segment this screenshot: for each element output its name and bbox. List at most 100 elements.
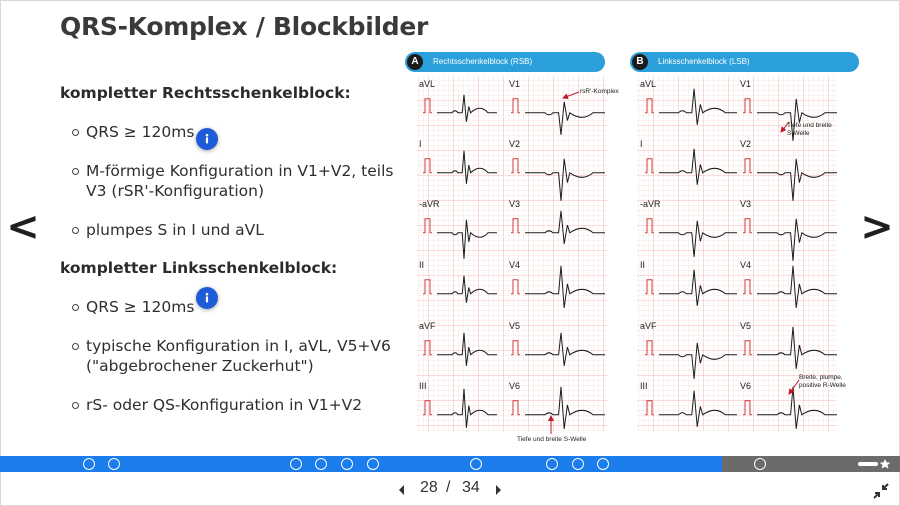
rsb-annotation-bottom: Tiefe und breite S-Welle	[517, 436, 587, 443]
collapse-fullscreen-icon[interactable]	[872, 482, 890, 500]
chapter-marker[interactable]	[108, 458, 120, 470]
list-item: rS- oder QS-Konfiguration in V1+V2	[72, 395, 400, 415]
slide-progress-bar[interactable]	[0, 456, 900, 472]
calibration-pulse	[743, 218, 752, 234]
list-item: plumpes S in I und aVL	[72, 220, 400, 240]
lead-label: II	[419, 260, 424, 270]
lsb-annotation-top: Tiefe und breite S-Welle	[787, 122, 832, 138]
slide-content: kompletter Rechtsschenkelblock: QRS ≥ 12…	[60, 80, 400, 434]
lsb-annotation-bottom-line1: Breite, plumpe,	[799, 374, 843, 381]
section-heading-lsb: kompletter Linksschenkelblock:	[60, 259, 338, 277]
chapter-marker[interactable]	[572, 458, 584, 470]
calibration-pulse	[743, 340, 752, 356]
section-heading-rsb: kompletter Rechtsschenkelblock:	[60, 84, 351, 102]
ekg-trace	[525, 265, 605, 308]
info-icon	[205, 292, 209, 303]
lead-label: V2	[509, 139, 520, 149]
chapter-marker[interactable]	[754, 458, 766, 470]
chapter-marker[interactable]	[290, 458, 302, 470]
ekg-trace	[525, 386, 605, 429]
chapter-marker[interactable]	[83, 458, 95, 470]
ekg-traces: aVL V1 aVL V1 I V2 I V2 -aVR V3 -aVR V3 II V4 II V4 aVF V…	[417, 76, 837, 434]
ekg-trace	[525, 158, 605, 201]
lead-label: V6	[509, 381, 520, 391]
chapter-marker[interactable]	[367, 458, 379, 470]
ekg-trace	[659, 342, 737, 379]
rsb-annotation-top: rsR'-Komplex	[580, 88, 619, 95]
next-slide-arrow[interactable]: >	[860, 204, 894, 250]
calibration-pulse	[511, 400, 520, 416]
lead-label: V1	[740, 79, 751, 89]
lead-label: -aVR	[419, 199, 440, 209]
calibration-pulse	[645, 400, 654, 416]
chapter-marker[interactable]	[597, 458, 609, 470]
rsb-criteria-list: QRS ≥ 120ms M-förmige Konfiguration in V…	[72, 122, 400, 240]
ekg-trace	[659, 390, 737, 427]
lsb-criteria-list: QRS ≥ 120ms typische Konfiguration in I,…	[72, 297, 400, 415]
calibration-pulse	[511, 218, 520, 234]
lead-label: I	[640, 139, 643, 149]
chapter-marker[interactable]	[470, 458, 482, 470]
calibration-pulse	[645, 279, 654, 295]
pager-next-icon[interactable]	[494, 483, 504, 497]
ekg-trace	[757, 326, 837, 369]
panel-b-header: B Linksschenkelblock (LSB)	[630, 52, 859, 72]
info-icon	[205, 133, 209, 144]
calibration-pulse	[511, 158, 520, 174]
bookmark-star-icon[interactable]	[858, 459, 892, 469]
chapter-marker[interactable]	[315, 458, 327, 470]
lead-label: V1	[509, 79, 520, 89]
calibration-pulse	[511, 279, 520, 295]
calibration-pulse	[423, 279, 432, 295]
annotation-arrow	[780, 121, 790, 133]
calibration-pulse	[511, 340, 520, 356]
progress-remaining	[722, 456, 900, 472]
calibration-pulse	[423, 98, 432, 114]
ekg-trace	[757, 98, 837, 141]
ekg-trace	[437, 150, 497, 184]
info-button-rsb[interactable]	[196, 128, 218, 150]
panel-a-letter: A	[407, 54, 423, 70]
panel-b-grid	[637, 76, 837, 431]
ekg-trace	[659, 88, 737, 125]
page-title: QRS-Komplex / Blockbilder	[60, 12, 429, 41]
panel-b-letter: B	[632, 54, 648, 70]
lead-label: aVF	[419, 321, 436, 331]
calibration-pulse	[743, 400, 752, 416]
calibration-pulse	[743, 279, 752, 295]
ekg-trace	[659, 269, 737, 306]
calibration-pulse	[511, 98, 520, 114]
list-item: M-förmige Konfiguration in V1+V2, teils …	[72, 161, 402, 201]
pager-prev-icon[interactable]	[396, 483, 406, 497]
pager: 28 / 34	[0, 478, 900, 502]
calibration-pulse	[743, 98, 752, 114]
lead-label: III	[640, 381, 648, 391]
lead-label: V3	[740, 199, 751, 209]
list-item: typische Konfiguration in I, aVL, V5+V6 …	[72, 336, 402, 376]
lsb-annotation-top-line1: Tiefe und breite	[787, 122, 832, 129]
lead-label: V4	[509, 260, 520, 270]
lsb-annotation-bottom: Breite, plumpe, positive R-Welle	[799, 374, 846, 390]
ekg-trace	[757, 218, 837, 261]
ekg-trace	[437, 388, 497, 428]
lead-label: aVL	[419, 79, 435, 89]
lead-label: -aVR	[640, 199, 661, 209]
ekg-trace	[437, 275, 497, 303]
ekg-trace	[757, 158, 837, 201]
lead-label: V5	[740, 321, 751, 331]
page-total: 34	[462, 479, 480, 496]
ekg-trace	[525, 210, 605, 244]
info-button-lsb[interactable]	[196, 287, 218, 309]
ekg-trace	[659, 148, 737, 185]
lead-label: III	[419, 381, 427, 391]
panel-a-header: A Rechtsschenkelblock (RSB)	[405, 52, 605, 72]
lead-label: V4	[740, 260, 751, 270]
calibration-pulse	[743, 158, 752, 174]
annotation-arrow	[562, 91, 580, 100]
calibration-pulse	[645, 218, 654, 234]
ekg-trace	[757, 265, 837, 308]
lsb-annotation-top-line2: S-Welle	[787, 130, 810, 137]
chapter-marker[interactable]	[341, 458, 353, 470]
chapter-marker[interactable]	[546, 458, 558, 470]
previous-slide-arrow[interactable]: <	[6, 204, 40, 250]
